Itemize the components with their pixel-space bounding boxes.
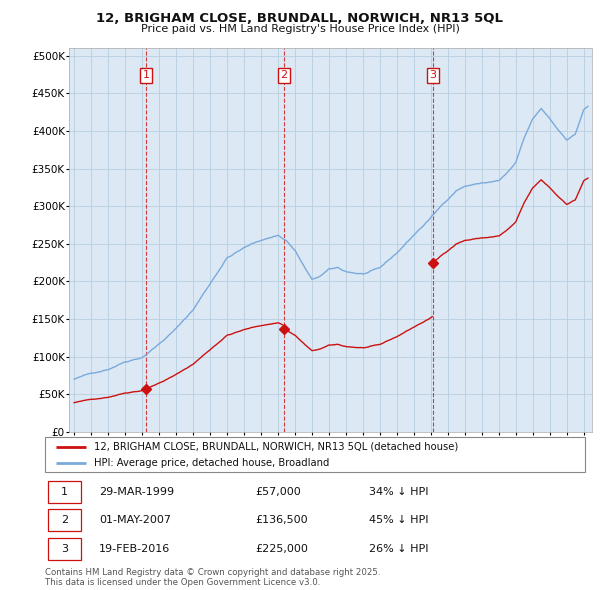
Text: £136,500: £136,500 xyxy=(256,516,308,525)
Text: 01-MAY-2007: 01-MAY-2007 xyxy=(99,516,171,525)
FancyBboxPatch shape xyxy=(48,509,81,532)
Text: 12, BRIGHAM CLOSE, BRUNDALL, NORWICH, NR13 5QL: 12, BRIGHAM CLOSE, BRUNDALL, NORWICH, NR… xyxy=(97,12,503,25)
Text: Price paid vs. HM Land Registry's House Price Index (HPI): Price paid vs. HM Land Registry's House … xyxy=(140,24,460,34)
Text: 26% ↓ HPI: 26% ↓ HPI xyxy=(369,544,428,553)
Text: HPI: Average price, detached house, Broadland: HPI: Average price, detached house, Broa… xyxy=(94,458,329,468)
FancyBboxPatch shape xyxy=(45,437,585,472)
Text: 12, BRIGHAM CLOSE, BRUNDALL, NORWICH, NR13 5QL (detached house): 12, BRIGHAM CLOSE, BRUNDALL, NORWICH, NR… xyxy=(94,441,458,451)
FancyBboxPatch shape xyxy=(48,481,81,503)
Text: 34% ↓ HPI: 34% ↓ HPI xyxy=(369,487,428,497)
Text: £57,000: £57,000 xyxy=(256,487,301,497)
Text: 45% ↓ HPI: 45% ↓ HPI xyxy=(369,516,428,525)
Text: 1: 1 xyxy=(143,70,149,80)
Text: 2: 2 xyxy=(280,70,287,80)
Text: 29-MAR-1999: 29-MAR-1999 xyxy=(99,487,174,497)
Text: 2: 2 xyxy=(61,516,68,525)
Text: £225,000: £225,000 xyxy=(256,544,308,553)
Text: 3: 3 xyxy=(430,70,437,80)
Text: Contains HM Land Registry data © Crown copyright and database right 2025.
This d: Contains HM Land Registry data © Crown c… xyxy=(45,568,380,587)
Text: 1: 1 xyxy=(61,487,68,497)
Text: 19-FEB-2016: 19-FEB-2016 xyxy=(99,544,170,553)
Text: 3: 3 xyxy=(61,544,68,553)
FancyBboxPatch shape xyxy=(48,537,81,560)
